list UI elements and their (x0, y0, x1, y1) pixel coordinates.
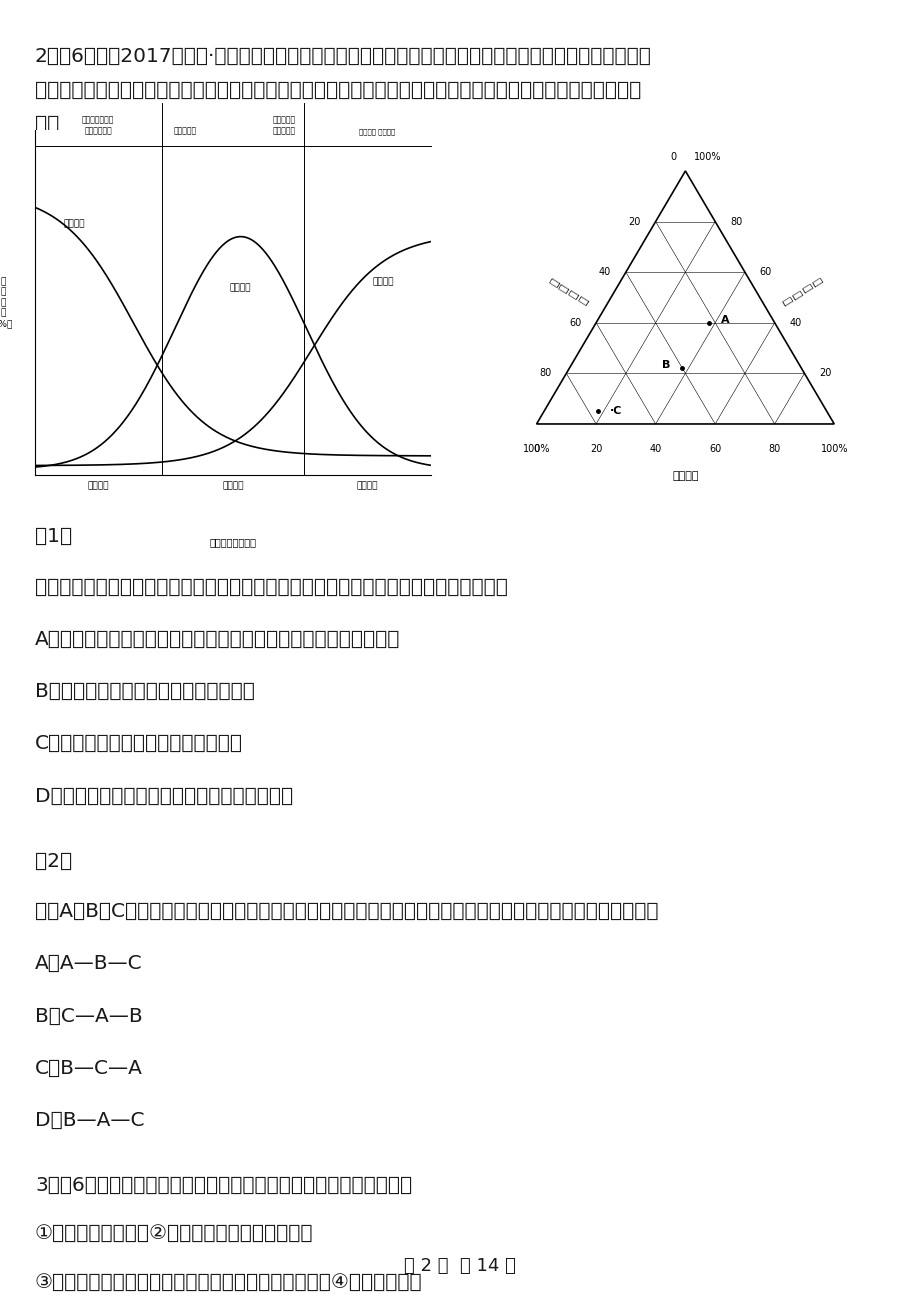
Text: 第 2 页  共 14 页: 第 2 页 共 14 页 (403, 1256, 516, 1275)
Text: 图中A、B、C各点分别代表区域发展不同时期的产业结构特征。从区域发展的过程来看，其正确的顺序是（　　）: 图中A、B、C各点分别代表区域发展不同时期的产业结构特征。从区域发展的过程来看，… (35, 902, 658, 922)
Text: 第一产业: 第一产业 (672, 471, 698, 480)
Text: 第一产业: 第一产业 (63, 219, 85, 228)
Text: 题。: 题。 (35, 115, 59, 134)
Text: 40: 40 (598, 267, 610, 277)
Text: 0: 0 (533, 444, 539, 454)
Text: ①距海洋远　　　　②终年受副热带高气压带控制: ①距海洋远 ②终年受副热带高气压带控制 (35, 1224, 313, 1243)
Text: A: A (720, 315, 729, 324)
Text: ·C: ·C (609, 406, 621, 417)
Text: 80: 80 (730, 216, 742, 227)
Text: ③高大山地尤其是青藏高原隆起对水汽的阻隔作用　　④纬度位置偏高: ③高大山地尤其是青藏高原隆起对水汽的阻隔作用 ④纬度位置偏高 (35, 1273, 422, 1293)
Text: 工业化阶段: 工业化阶段 (174, 126, 197, 135)
Text: 100%: 100% (522, 444, 550, 454)
Text: B: B (662, 361, 670, 370)
Text: 20: 20 (589, 444, 602, 454)
Text: 转型阶段 再生阶段: 转型阶段 再生阶段 (359, 129, 395, 135)
Text: 80: 80 (539, 368, 550, 379)
Text: 第
三
产
业: 第 三 产 业 (548, 277, 589, 306)
Text: 高效益的综
合发展阶段: 高效益的综 合发展阶段 (272, 116, 295, 135)
Text: B．C—A—B: B．C—A—B (35, 1006, 142, 1026)
Text: 3．（6分）　西北地区以干旱为主的自然特征的形成原因是（　　）: 3．（6分） 西北地区以干旱为主的自然特征的形成原因是（ ） (35, 1176, 412, 1195)
Text: D．传统农业占较大比重，工业化处于起步阶段: D．传统农业占较大比重，工业化处于起步阶段 (35, 786, 293, 806)
Text: A．A—B—C: A．A—B—C (35, 954, 142, 974)
Text: A．第二产业所占的比重迅速上升，第三产业表现出加速发展的趋势: A．第二产业所占的比重迅速上升，第三产业表现出加速发展的趋势 (35, 630, 400, 650)
Text: 2．（6分）（2017高二下·湖北期中）区域的发展一般可分为三个阶段：初期阶段、成长阶段和衰落阶段。初: 2．（6分）（2017高二下·湖北期中）区域的发展一般可分为三个阶段：初期阶段、… (35, 47, 652, 66)
Text: （1）: （1） (35, 527, 72, 547)
Text: 100%: 100% (820, 444, 847, 454)
Text: 60: 60 (709, 444, 720, 454)
Text: 0: 0 (670, 152, 675, 163)
Text: 第
二
产
业: 第 二 产 业 (780, 277, 822, 306)
Text: 时间（发展阶段）: 时间（发展阶段） (209, 538, 256, 547)
Text: 初期阶段: 初期阶段 (87, 482, 108, 491)
Text: 20: 20 (819, 368, 831, 379)
Text: 40: 40 (649, 444, 661, 454)
Text: 20: 20 (628, 216, 640, 227)
Text: 在区域发展的初期阶段，下列关于区域内产业结构及产业特征的说法，正确的是（　　）: 在区域发展的初期阶段，下列关于区域内产业结构及产业特征的说法，正确的是（ ） (35, 578, 507, 598)
Text: 成长阶段: 成长阶段 (221, 482, 244, 491)
Text: 60: 60 (568, 318, 581, 328)
Text: 第三产业: 第三产业 (372, 277, 393, 286)
Text: 期阶段主要表现为以传统农业为主体，成长阶段可分为工业化阶段和高效益的综合发展阶段。结合下图回答下面小: 期阶段主要表现为以传统农业为主体，成长阶段可分为工业化阶段和高效益的综合发展阶段… (35, 81, 641, 100)
Text: C．工业化的起步源于第三产业的发展: C．工业化的起步源于第三产业的发展 (35, 734, 243, 754)
Text: C．B—C—A: C．B—C—A (35, 1059, 142, 1078)
Text: B．人地关系的不协调已表现得比较明显: B．人地关系的不协调已表现得比较明显 (35, 682, 255, 702)
Text: 以传统农业为主
体的发展阶段: 以传统农业为主 体的发展阶段 (82, 116, 114, 135)
Text: 第二产业: 第二产业 (230, 284, 251, 293)
Text: （2）: （2） (35, 852, 72, 871)
Text: 100%: 100% (694, 152, 721, 163)
Text: 产
业
比
重
（%）: 产 业 比 重 （%） (0, 277, 13, 328)
Text: 60: 60 (759, 267, 771, 277)
Text: D．B—A—C: D．B—A—C (35, 1111, 144, 1130)
Text: 80: 80 (767, 444, 780, 454)
Text: 衰落阶段: 衰落阶段 (357, 482, 378, 491)
Text: 40: 40 (789, 318, 801, 328)
